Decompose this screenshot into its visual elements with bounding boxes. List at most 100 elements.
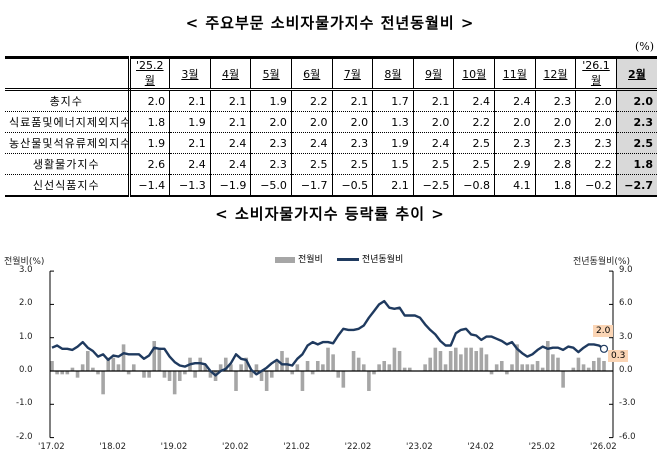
mom-bar [157,347,162,371]
mom-bar [275,361,279,371]
right-tick-label: 3.0 [619,331,633,342]
table-cell: −1.4 [128,174,170,197]
mom-callout: 0.3 [608,350,629,362]
table-cell: 1.9 [169,111,211,133]
table-cell: 2.4 [290,132,333,154]
table-cell: 2.8 [534,153,576,175]
mom-bar [433,347,438,371]
mom-bar [336,371,341,378]
table-cell: −0.2 [575,174,617,197]
mom-bar [525,364,530,371]
yoy-line [51,299,605,377]
mom-bar [239,364,243,371]
cpi-trend-chart: 전월비(%) 전년동월비(%) 전월비 전년동월비 3.0 2.0 1.0 0.0 -1… [0,240,660,470]
table-cell: 2.9 [493,153,536,175]
left-axis-label: 전월비(%) [4,257,45,267]
table-cell: 1.9 [250,89,292,112]
col-header: 5월 [250,57,292,91]
mom-bar [494,364,499,371]
table-cell: 2.0 [290,111,333,133]
table-title: < 주요부문 소비자물가지수 전년동월비 > [185,14,475,32]
table-cell: 2.3 [331,132,373,154]
mom-bar [602,361,606,371]
mom-bar [96,371,100,375]
mom-bar [229,364,233,371]
table-cell: 2.3 [534,89,576,112]
table-cell: 2.4 [412,132,454,154]
right-tick-label: 0.0 [619,365,633,375]
mom-bar [147,371,151,378]
table-cell: 2.5 [453,132,495,154]
col-header: '25.2월 [128,57,170,91]
mom-bar [50,361,54,371]
table-cell: 2.2 [290,89,333,112]
x-tick-label: '26.02 [590,441,617,452]
mom-bar [581,364,586,371]
col-header: '26.1월 [575,57,617,91]
chart-legend: 전월비 전년동월비 [275,252,403,265]
table-cell: 1.7 [372,89,414,112]
mom-bar [85,351,90,371]
mom-bar [167,371,172,381]
mom-bar [203,364,208,371]
table-cell: 2.2 [575,153,617,175]
mom-bar [208,371,213,378]
mom-bar [80,364,85,371]
mom-bar [438,351,443,371]
yoy-callout: 2.0 [593,325,614,337]
mom-bar [223,357,228,371]
left-tick-label: 3.0 [19,265,33,276]
col-header: 9월 [412,57,454,91]
table-cell: 2.2 [453,111,495,133]
mom-bar [423,364,427,371]
col-header: 8월 [372,57,414,91]
mom-bar [453,347,458,371]
mom-bar [341,371,346,388]
mom-bar [479,347,484,371]
left-tick-label: 1.0 [19,331,33,342]
mom-bar [510,364,514,371]
mom-bar [397,351,402,371]
plot-area [49,270,614,439]
mom-bar [545,341,550,371]
mom-bar [259,371,264,381]
mom-bar [571,367,576,371]
mom-bar [576,357,581,371]
right-tick-label: 9.0 [619,265,633,276]
table-cell: 2.0 [493,111,536,133]
table-cell: 2.4 [209,153,251,175]
mom-bar [91,367,95,371]
mom-bar [193,371,197,378]
table-cell: 2.4 [493,89,536,112]
table-cell: 2.3 [575,132,617,154]
mom-bar [300,371,305,391]
col-header-current: 2월 [615,57,657,91]
x-tick-label: '20.02 [222,441,249,452]
table-cell: 1.9 [372,132,414,154]
col-header: 10월 [453,57,495,91]
mom-bar [116,364,121,371]
mom-bar [499,361,504,371]
mom-bar [152,341,157,371]
mom-bar [75,371,80,378]
mom-bar [556,357,560,371]
row-label: 총지수 [5,89,131,112]
mom-bar [591,361,596,371]
mom-bar [172,371,177,395]
mom-bar [377,364,381,371]
mom-bar [515,344,519,371]
mom-bar [65,371,70,375]
mom-bar [540,367,545,371]
table-cell: 4.1 [493,174,536,197]
table-cell: −0.5 [331,174,373,197]
table-cell: −1.7 [290,174,333,197]
table-cell: 2.1 [169,89,211,112]
mom-bar [402,367,407,371]
right-tick-label: -6.0 [619,431,636,442]
table-row: 식료품및에너지제외지수 1.8 1.9 2.1 2.0 2.0 2.0 1.3 2.0 2.2 2.… [5,111,657,133]
table-cell: 1.5 [372,153,414,175]
mom-bar [356,357,361,371]
table-cell: −5.0 [250,174,292,197]
cpi-yoy-table: '25.2월 3월 4월 5월 6월 7월 8월 9월 10월 11월 12월 … [5,56,657,197]
x-tick-label: '19.02 [160,441,188,452]
